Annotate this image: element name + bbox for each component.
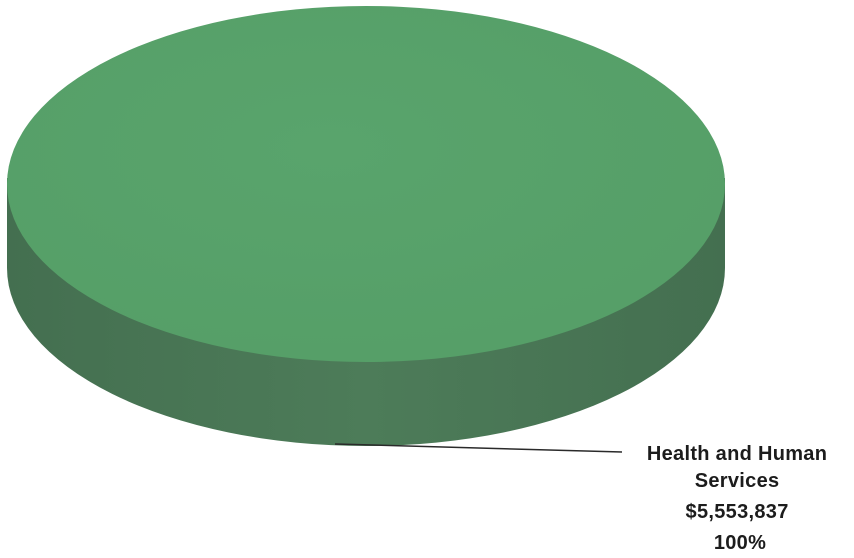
slice-label: Health and Human Services $5,553,837 100…: [647, 443, 833, 554]
slice-label-category-line-2: Services: [695, 470, 780, 492]
pie-slice-health-and-human-services: [7, 6, 725, 362]
leader-line: [334, 443, 623, 453]
slice-label-percent: 100%: [714, 532, 766, 554]
slice-label-category-line-1: Health and Human: [647, 443, 827, 465]
slice-label-amount: $5,553,837: [686, 501, 789, 523]
